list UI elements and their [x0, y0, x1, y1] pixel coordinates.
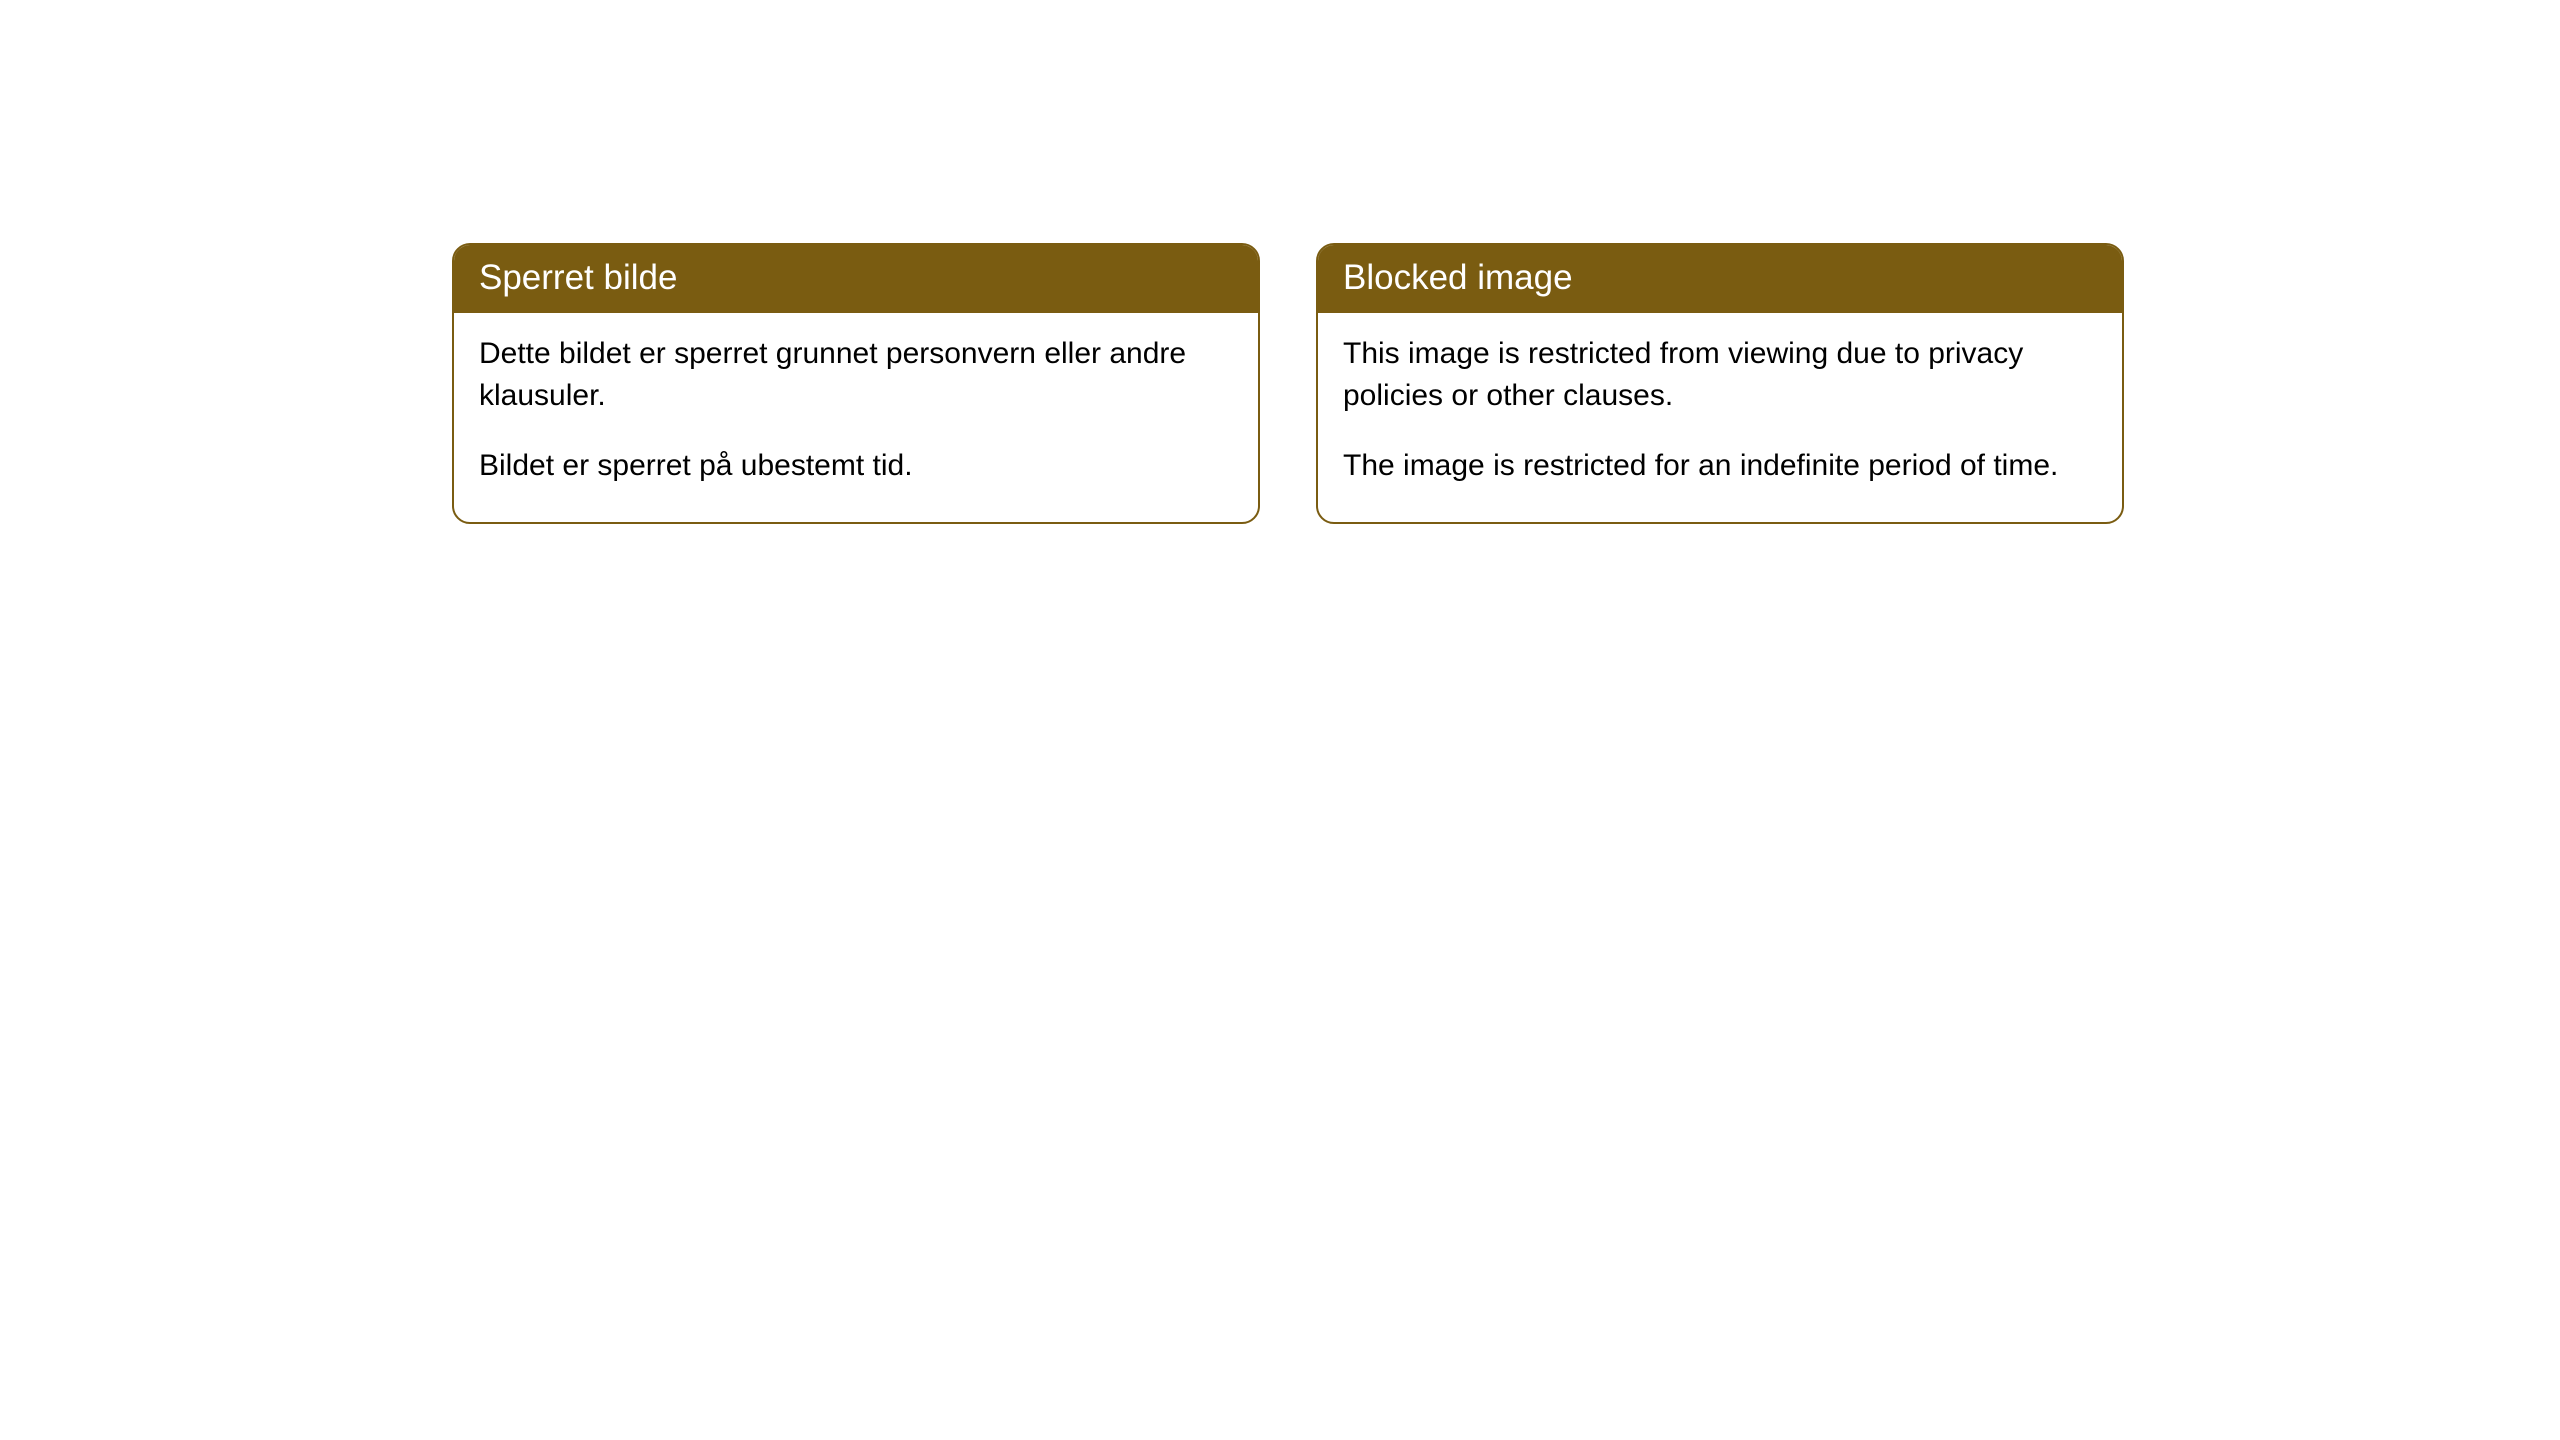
blocked-image-card-norwegian: Sperret bilde Dette bildet er sperret gr… [452, 243, 1260, 524]
card-paragraph: The image is restricted for an indefinit… [1343, 445, 2097, 487]
cards-container: Sperret bilde Dette bildet er sperret gr… [452, 243, 2124, 524]
card-body: Dette bildet er sperret grunnet personve… [454, 313, 1258, 522]
card-title: Sperret bilde [454, 245, 1258, 313]
card-title: Blocked image [1318, 245, 2122, 313]
card-paragraph: This image is restricted from viewing du… [1343, 333, 2097, 417]
card-paragraph: Bildet er sperret på ubestemt tid. [479, 445, 1233, 487]
blocked-image-card-english: Blocked image This image is restricted f… [1316, 243, 2124, 524]
card-body: This image is restricted from viewing du… [1318, 313, 2122, 522]
card-paragraph: Dette bildet er sperret grunnet personve… [479, 333, 1233, 417]
